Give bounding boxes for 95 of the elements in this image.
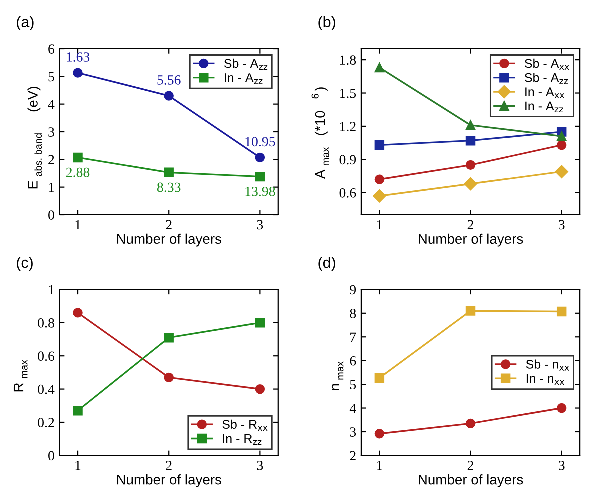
point: [466, 418, 476, 429]
chart-title: (c): [17, 257, 33, 272]
y-tick-label: 0.2: [38, 418, 54, 428]
y-tick-label: 5: [48, 72, 54, 82]
y-tick-label: 2: [48, 155, 54, 164]
x-tick-label: 1: [377, 461, 382, 470]
x-tick-label: 2: [468, 220, 474, 230]
y-tick-label: 2: [350, 451, 356, 461]
point: [164, 372, 174, 383]
legend-label: Sb - A$_{zz}$: [224, 58, 268, 70]
y-tick-label: 3: [350, 428, 356, 437]
x-tick-label: 2: [468, 461, 474, 470]
y-tick-label: 0.6: [38, 352, 55, 362]
x-axis-title: Number of layers: [419, 474, 524, 488]
x-axis-title: Number of layers: [419, 234, 524, 247]
point: [555, 165, 568, 178]
y-tick-label: 4: [350, 404, 356, 414]
annotation: 2.88: [66, 168, 90, 178]
y-tick-label: 1.2: [340, 122, 356, 132]
point: [73, 406, 83, 416]
annotation: 1.63: [67, 52, 90, 62]
y-tick-label: 6: [48, 44, 55, 54]
legend-label: Sb - n$_{xx}$: [526, 360, 570, 371]
point: [466, 306, 476, 316]
legend-label: Sb - R$_{xx}$: [222, 420, 268, 431]
x-tick-label: 3: [257, 461, 264, 470]
y-tick-label: 1.5: [340, 88, 356, 98]
point: [373, 190, 386, 203]
y-tick-label: 0.4: [38, 384, 55, 394]
point: [556, 132, 567, 142]
y-tick-label: 0.8: [38, 318, 54, 328]
point: [255, 318, 266, 328]
y-tick-label: 7: [350, 332, 356, 342]
chart-title: (d): [318, 257, 336, 272]
point: [374, 429, 385, 439]
legend-label: In - A$_{zz}$: [225, 74, 263, 84]
point: [464, 177, 478, 191]
y-tick-label: 0.9: [340, 155, 356, 165]
point: [374, 62, 385, 73]
point: [73, 308, 83, 318]
point: [73, 68, 83, 78]
point: [73, 152, 83, 163]
x-tick-label: 1: [76, 220, 81, 230]
y-tick-label: 0.6: [340, 188, 356, 198]
y-tick-label: 1.8: [340, 56, 356, 66]
x-axis-title: Number of layers: [117, 234, 222, 247]
y-tick-label: 6: [350, 356, 356, 366]
point: [556, 403, 567, 414]
x-tick-label: 1: [76, 461, 81, 470]
point: [374, 373, 385, 384]
x-tick-label: 2: [166, 461, 172, 470]
y-tick-label: 5: [350, 380, 356, 390]
point: [556, 140, 567, 150]
y-tick-label: 3: [48, 128, 54, 137]
y-axis-title: Rmax: [14, 360, 28, 392]
point: [164, 91, 174, 101]
point: [255, 172, 266, 182]
legend-label: Sb - A$_{zz}$: [525, 73, 568, 84]
chart-title: (b): [318, 16, 336, 31]
point: [164, 168, 174, 178]
annotation: 5.56: [158, 76, 181, 85]
x-tick-label: 2: [166, 220, 172, 230]
y-tick-label: 9: [350, 285, 356, 295]
point: [466, 120, 476, 130]
text: Eabs. band (eV): [28, 87, 42, 189]
point: [374, 174, 385, 184]
point: [255, 384, 266, 394]
y-axis-title: nmax: [332, 362, 344, 390]
annotation: 10.95: [246, 137, 276, 147]
legend-label: Sb - A$_{xx}$: [525, 58, 570, 70]
y-tick-label: 4: [48, 100, 55, 110]
y-tick-label: 1: [49, 182, 54, 192]
legend-label: In - R$_{zz}$: [223, 434, 262, 446]
point: [556, 306, 567, 317]
legend-label: In - A$_{zz}$: [526, 102, 564, 113]
legend-label: In - n$_{xx}$: [526, 374, 564, 386]
point: [255, 152, 266, 163]
x-tick-label: 3: [559, 461, 565, 470]
x-tick-label: 1: [377, 220, 382, 230]
y-tick-label: 0: [48, 451, 54, 461]
legend-label: In - A$_{xx}$: [526, 88, 564, 98]
annotation: 8.33: [157, 182, 181, 192]
point: [374, 140, 385, 150]
point: [164, 332, 174, 343]
x-tick-label: 3: [559, 220, 565, 230]
point: [466, 136, 476, 146]
annotation: 13.98: [246, 186, 276, 196]
chart-title: (a): [17, 16, 34, 31]
y-tick-label: 8: [350, 308, 356, 318]
x-tick-label: 3: [257, 220, 264, 230]
x-axis-title: Number of layers: [117, 474, 222, 488]
text: Amax (*106): [312, 88, 330, 180]
y-tick-label: 1: [49, 285, 54, 295]
y-tick-label: 0: [48, 210, 54, 220]
point: [466, 160, 476, 170]
